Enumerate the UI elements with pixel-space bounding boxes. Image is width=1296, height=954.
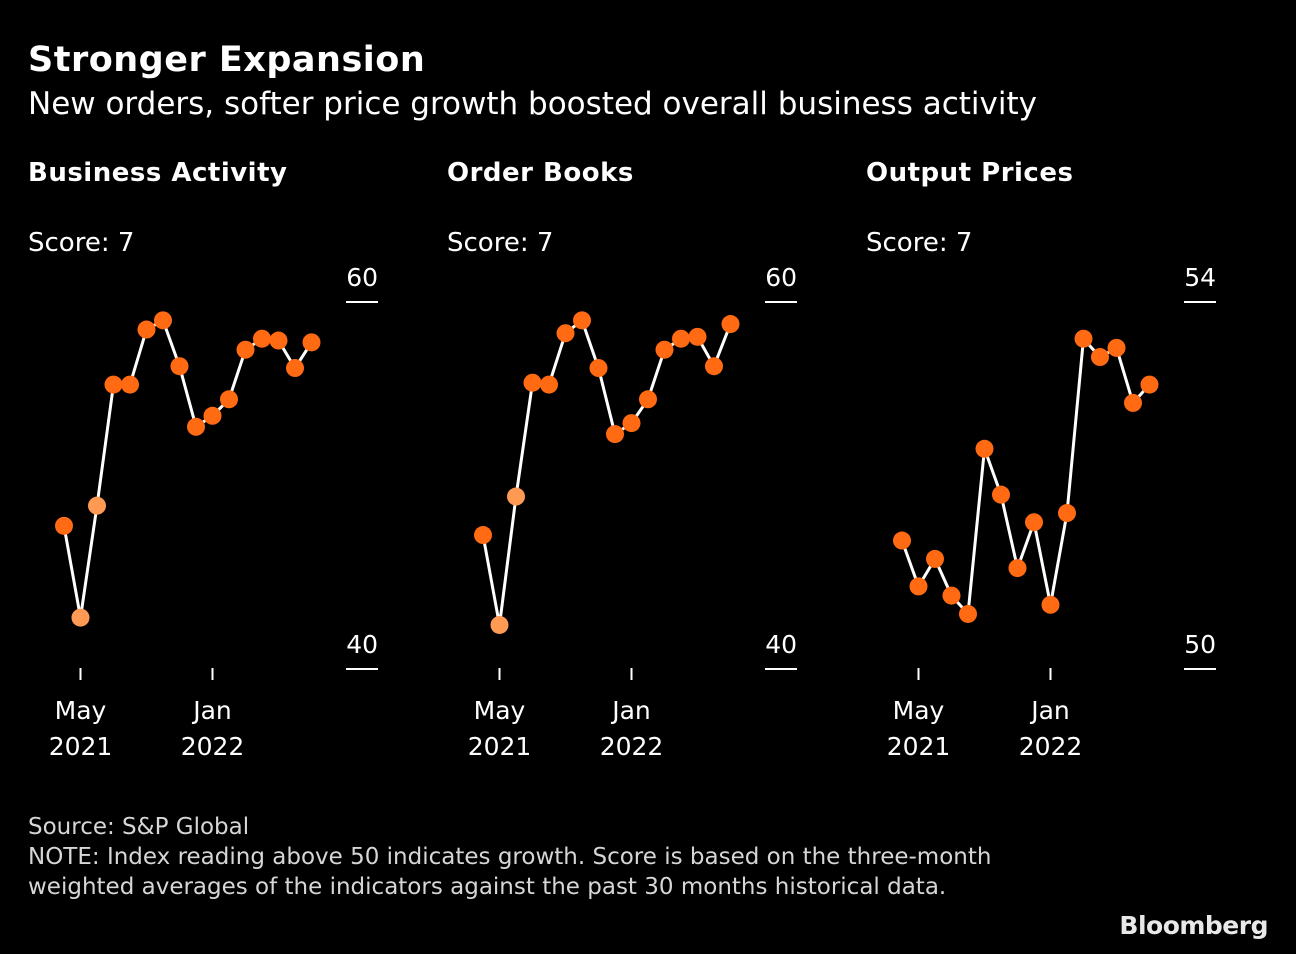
data-point — [187, 417, 205, 436]
x-tick-label: 2022 — [1019, 732, 1083, 761]
source-text: Source: S&P Global — [28, 814, 250, 840]
panel-title: Order Books — [447, 158, 634, 188]
chart-svg-order-books: 40 60 May 2021 Jan 2022 — [468, 263, 797, 761]
data-point — [721, 315, 740, 334]
x-tick-label: 2021 — [468, 732, 532, 761]
data-point — [942, 586, 961, 605]
x-tick-label: May — [474, 696, 526, 725]
y-tick-label: 60 — [765, 263, 797, 292]
data-point — [253, 329, 271, 348]
y-tick-label: 40 — [346, 630, 378, 659]
data-point — [959, 604, 977, 623]
x-tick-label: Jan — [610, 696, 651, 725]
panel-score: Score: 7 — [447, 228, 554, 258]
data-point — [992, 485, 1010, 504]
data-point — [606, 425, 624, 444]
data-point — [55, 516, 73, 535]
bloomberg-logo: Bloomberg — [1119, 911, 1268, 940]
x-tick-label: Jan — [191, 696, 232, 725]
data-point — [926, 549, 944, 568]
data-point — [286, 359, 304, 378]
series-line — [900, 337, 1151, 616]
data-point — [589, 359, 608, 378]
chart-svg-business-activity: 40 60 May 2021 Jan 2022 — [49, 263, 378, 761]
data-point — [639, 390, 657, 409]
panel-output-prices: Output Prices Score: 7 50 54 May 2021 Jan 202… — [866, 150, 1266, 790]
data-point — [1058, 504, 1076, 523]
data-point — [688, 327, 707, 346]
data-point — [154, 311, 172, 330]
y-tick-label: 40 — [765, 630, 797, 659]
x-tick-label: Jan — [1029, 696, 1070, 725]
y-tick-label: 54 — [1184, 263, 1216, 292]
data-point — [121, 375, 139, 394]
data-point — [88, 496, 106, 515]
y-tick-label: 60 — [346, 263, 378, 292]
data-point — [556, 324, 575, 343]
data-point — [1091, 348, 1109, 367]
data-point — [302, 333, 321, 352]
panel-order-books: Order Books Score: 7 40 60 May 2021 Jan 2022 — [447, 150, 847, 790]
data-point — [1140, 375, 1159, 394]
x-tick-label: 2022 — [181, 732, 245, 761]
chart-subtitle: New orders, softer price growth boosted … — [28, 86, 1037, 122]
data-point — [893, 531, 911, 550]
data-point — [507, 487, 525, 506]
footer-source-block: Source: S&P Global NOTE: Index reading a… — [28, 812, 1038, 902]
data-point — [236, 340, 255, 359]
data-point — [1025, 513, 1043, 532]
data-point — [655, 340, 674, 359]
data-point — [1008, 559, 1027, 578]
x-tick-label: 2021 — [887, 732, 951, 761]
data-point — [540, 375, 558, 394]
panel-title: Business Activity — [28, 158, 288, 188]
data-point — [474, 526, 492, 545]
x-tick-label: 2021 — [49, 732, 113, 761]
data-point — [573, 311, 591, 330]
panel-score: Score: 7 — [28, 228, 135, 258]
data-point — [975, 439, 994, 458]
data-point — [104, 375, 123, 394]
data-point — [1107, 338, 1126, 357]
data-point — [672, 329, 690, 348]
data-point — [1074, 329, 1093, 348]
chart-title: Stronger Expansion — [28, 40, 426, 80]
panel-business-activity: Business Activity Score: 7 40 60 May 2021 Ja… — [28, 150, 428, 790]
panel-score: Score: 7 — [866, 228, 973, 258]
data-point — [1124, 393, 1142, 412]
data-point — [705, 357, 723, 376]
data-point — [137, 320, 156, 339]
data-point — [622, 414, 641, 433]
data-point — [269, 331, 288, 350]
data-point — [523, 373, 542, 392]
data-point — [220, 390, 238, 409]
x-tick-label: 2022 — [600, 732, 664, 761]
data-point — [170, 357, 189, 376]
data-point — [490, 615, 509, 634]
chart-svg-output-prices: 50 54 May 2021 Jan 2022 — [887, 263, 1216, 761]
y-tick-label: 50 — [1184, 630, 1216, 659]
data-point — [203, 406, 222, 425]
x-tick-label: May — [893, 696, 945, 725]
data-point — [71, 608, 90, 627]
panel-title: Output Prices — [866, 158, 1074, 188]
x-tick-label: May — [55, 696, 107, 725]
data-point — [909, 577, 928, 596]
data-point — [1041, 595, 1060, 614]
note-text: NOTE: Index reading above 50 indicates g… — [28, 844, 992, 900]
